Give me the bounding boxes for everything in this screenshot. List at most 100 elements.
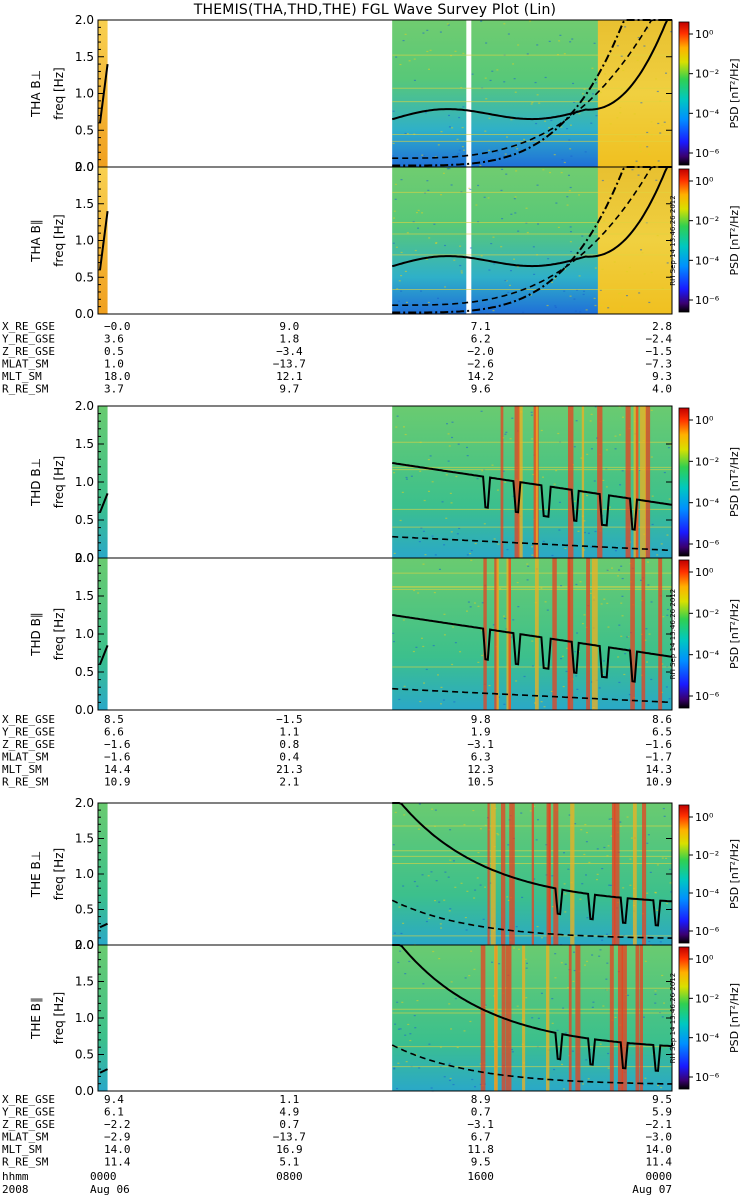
y-tick-label: 1.0 (75, 867, 94, 881)
noise-speck (444, 244, 447, 247)
wave-burst (611, 803, 616, 945)
noise-speck (517, 606, 520, 608)
noise-speck (609, 884, 612, 886)
wave-burst (581, 406, 585, 558)
noise-speck (553, 483, 556, 485)
noise-speck (576, 289, 579, 291)
noise-speck (551, 998, 554, 1000)
colorbar: 10⁰ 10⁻² 10⁻⁴ 10⁻⁶ PSD [nT²/Hz] RH Sep 14 13:… (669, 559, 741, 709)
noise-speck (437, 297, 440, 299)
year-label: 2008 (2, 1183, 29, 1196)
noise-speck (544, 601, 547, 603)
noise-speck (526, 579, 529, 581)
noise-speck (593, 42, 596, 44)
noise-speck (492, 236, 495, 238)
noise-speck (421, 874, 424, 876)
spectrogram-hot-region (597, 20, 672, 167)
date-end-label: Aug 07 (632, 1183, 672, 1196)
noise-speck (614, 448, 617, 450)
noise-speck (461, 126, 464, 129)
ephemeris-row-label: MLAT_SM (2, 751, 49, 764)
y-tick-label: 1.5 (75, 589, 94, 603)
noise-speck (617, 575, 620, 577)
noise-speck (514, 145, 517, 147)
noise-speck (573, 101, 576, 103)
noise-speck (514, 212, 517, 214)
ephemeris-value: 21.3 (276, 763, 303, 776)
noise-speck (643, 45, 646, 47)
noise-speck (463, 824, 466, 826)
noise-speck (481, 602, 484, 604)
noise-speck (592, 1001, 595, 1003)
noise-speck (663, 471, 666, 474)
noise-speck (505, 136, 508, 138)
noise-speck (620, 88, 623, 90)
noise-speck (583, 549, 586, 551)
noise-speck (536, 94, 539, 96)
noise-speck (644, 960, 647, 962)
noise-speck (532, 473, 535, 476)
noise-speck (605, 978, 608, 980)
noise-speck (666, 608, 669, 611)
noise-speck (569, 295, 572, 297)
noise-speck (540, 701, 543, 703)
noise-speck (617, 656, 620, 658)
noise-speck (432, 644, 435, 647)
ephemeris-value: 5.9 (652, 1106, 672, 1119)
ephemeris-value: 9.0 (279, 320, 299, 333)
noise-speck (487, 197, 490, 199)
noise-speck (435, 242, 438, 245)
noise-speck (650, 601, 653, 603)
noise-speck (596, 873, 599, 875)
noise-speck (654, 990, 657, 992)
y-tick-label: 1.0 (75, 475, 94, 489)
noise-speck (471, 1078, 474, 1081)
noise-speck (405, 301, 408, 304)
noise-speck (448, 114, 451, 117)
ephemeris-value: −1.6 (646, 738, 673, 751)
noise-speck (533, 805, 536, 807)
colorbar: 10⁰ 10⁻² 10⁻⁴ 10⁻⁶ PSD [nT²/Hz] (678, 407, 741, 557)
noise-speck (523, 138, 526, 140)
fundamental-curve (391, 166, 672, 268)
noise-speck (496, 151, 499, 153)
noise-speck (439, 923, 442, 925)
noise-speck (469, 1020, 472, 1023)
ephemeris-value: 2.8 (652, 320, 672, 333)
noise-speck (591, 93, 594, 95)
noise-speck (526, 231, 529, 234)
noise-speck (540, 992, 543, 994)
colorbar-tick-label: 10⁻² (695, 455, 719, 468)
noise-speck (452, 860, 455, 862)
noise-speck (477, 661, 480, 663)
ephemeris-value: 9.5 (652, 1093, 672, 1106)
noise-speck (468, 974, 471, 977)
noise-speck (441, 501, 444, 503)
ephemeris-row-label: R_RE_SM (2, 383, 49, 396)
ephemeris-value: 7.1 (471, 320, 491, 333)
noise-speck (420, 637, 423, 639)
noise-speck (637, 174, 640, 176)
noise-speck (502, 615, 505, 617)
noise-speck (575, 583, 578, 586)
noise-speck (400, 275, 403, 277)
colorbar-tick-label: 10⁰ (695, 566, 714, 579)
ephemeris-value: 10.5 (467, 776, 494, 789)
noise-speck (598, 160, 601, 162)
noise-speck (400, 290, 403, 292)
noise-speck (625, 271, 628, 273)
noise-speck (492, 624, 495, 626)
noise-speck (669, 1047, 672, 1049)
ephemeris-value: 14.0 (104, 1143, 131, 1156)
noise-speck (458, 527, 461, 530)
noise-speck (416, 999, 419, 1002)
noise-speck (491, 464, 494, 466)
noise-speck (419, 700, 422, 703)
noise-speck (473, 602, 476, 604)
noise-speck (639, 579, 642, 581)
noise-speck (423, 155, 426, 157)
noise-speck (413, 1014, 416, 1017)
colorbar-tick-label: 10⁻⁴ (695, 887, 720, 900)
noise-speck (404, 1034, 407, 1036)
colorbar-tick-label: 10⁻⁴ (695, 254, 720, 267)
